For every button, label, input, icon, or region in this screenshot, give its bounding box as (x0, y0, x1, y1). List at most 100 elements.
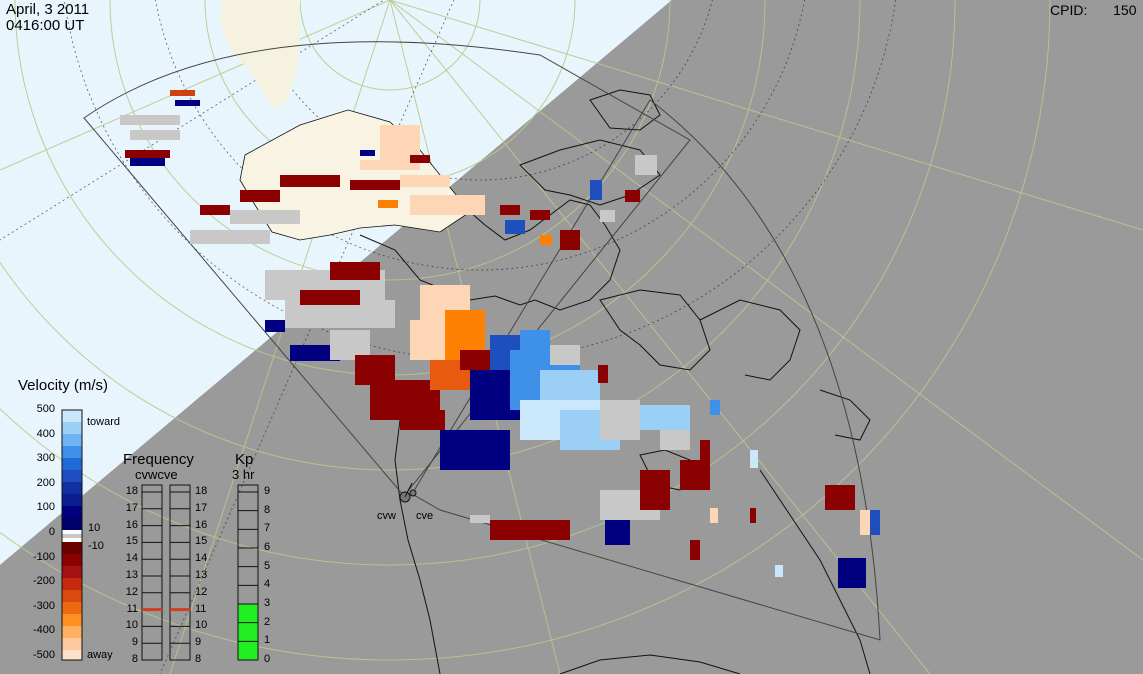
cpid-label: CPID: (1050, 2, 1088, 18)
away-label: away (87, 649, 113, 661)
echo (378, 200, 398, 208)
hudson-bay (599, 289, 711, 371)
vel-colorbar-frame (61, 409, 83, 661)
echo (400, 175, 450, 187)
echo (190, 230, 270, 244)
echo (240, 190, 280, 202)
velocity-tick-label: 300 (36, 452, 55, 465)
vel-swatch (62, 590, 82, 602)
radar-label-cve: cve (416, 510, 434, 522)
frequency-tick-label: 9 (131, 636, 138, 649)
echo (125, 150, 170, 158)
echo (690, 540, 700, 560)
pos-threshold-label: 10 (88, 522, 101, 534)
vel-swatch (62, 434, 82, 446)
radar-site-cve (409, 489, 417, 497)
us-east-coast (759, 469, 871, 674)
echo (600, 400, 640, 440)
vel-swatch (62, 542, 82, 554)
vel-swatch (62, 446, 82, 458)
lat-circle (299, 0, 481, 91)
vel-swatch (62, 638, 82, 650)
radar-sites (399, 482, 417, 503)
lon-line (0, 0, 391, 171)
echo (460, 350, 490, 370)
echo (290, 345, 340, 361)
velocity-colorbar (61, 409, 83, 661)
echo (660, 430, 690, 450)
lat-circle (109, 0, 671, 281)
nova-scotia (819, 389, 871, 441)
velocity-tick-label: -300 (32, 599, 55, 612)
gulf-coast (559, 654, 741, 674)
us-west-coast (394, 419, 441, 674)
vel-swatch (62, 554, 82, 566)
kp-subtitle: 3 hr (232, 467, 255, 482)
frequency-tick-label: 13 (195, 569, 208, 581)
frequency-tick-label: 18 (125, 485, 138, 497)
vel-swatch (62, 458, 82, 470)
lat-circle (0, 0, 1051, 661)
kp-tick-label: 2 (264, 615, 271, 628)
echo (505, 220, 525, 234)
frequency-markers (142, 608, 190, 612)
frequency-tick-label: 15 (125, 535, 138, 548)
echo (300, 290, 360, 305)
neg-threshold-label: -10 (88, 540, 104, 552)
vel-swatch (62, 626, 82, 638)
echo (130, 158, 165, 166)
vel-swatch (62, 506, 82, 518)
kp-tick-label: 3 (264, 597, 271, 609)
echo (625, 190, 640, 202)
echo (640, 405, 690, 430)
mag-circle (247, 0, 713, 181)
frequency-tick-label: 17 (125, 501, 138, 514)
kp-tick-label: 7 (264, 522, 271, 535)
vel-swatch (62, 602, 82, 614)
kp-grid (238, 491, 258, 661)
echo (750, 508, 756, 523)
lat-circle (0, 0, 956, 566)
echo (230, 210, 300, 224)
cpid-display: CPID: 150 (1050, 2, 1136, 18)
vel-swatch (62, 470, 82, 482)
frequency-tick-label: 12 (195, 585, 208, 598)
echo (870, 510, 880, 535)
kp-tick-label: 6 (264, 541, 271, 553)
echo (710, 400, 720, 415)
frequency-tick-label: 8 (195, 653, 202, 665)
echo (130, 130, 180, 140)
frequency-tick-label: 8 (131, 653, 138, 665)
vel-swatch (62, 578, 82, 590)
echo (410, 155, 430, 163)
kp-tick-label: 1 (264, 634, 271, 647)
echo (635, 155, 657, 175)
echo (550, 345, 580, 365)
echo (280, 175, 340, 187)
vel-swatch (62, 410, 82, 422)
frequency-tick-label: 10 (195, 619, 208, 632)
echo (775, 565, 783, 577)
echo (470, 515, 490, 523)
frequency-subtitle: cvwcve (135, 467, 178, 482)
kp-tick-label: 9 (264, 485, 271, 497)
frequency-tick-label: 11 (195, 602, 207, 615)
frequency-tick-label: 10 (125, 619, 138, 632)
kp-tick-label: 5 (264, 559, 271, 572)
vel-swatch (62, 482, 82, 494)
cve-fov (411, 99, 881, 641)
echo (710, 508, 718, 523)
frequency-tick-label: 17 (195, 501, 208, 514)
coastlines (359, 89, 871, 674)
greenland (220, 0, 300, 110)
labrador-coast (699, 299, 801, 381)
echo (265, 320, 285, 332)
freq-marker-cve (170, 608, 190, 612)
echo (530, 210, 550, 220)
freq-marker-cvw (142, 608, 162, 612)
frequency-tick-label: 13 (125, 569, 138, 581)
kp-bar (238, 604, 258, 660)
vel-swatch (62, 518, 82, 530)
